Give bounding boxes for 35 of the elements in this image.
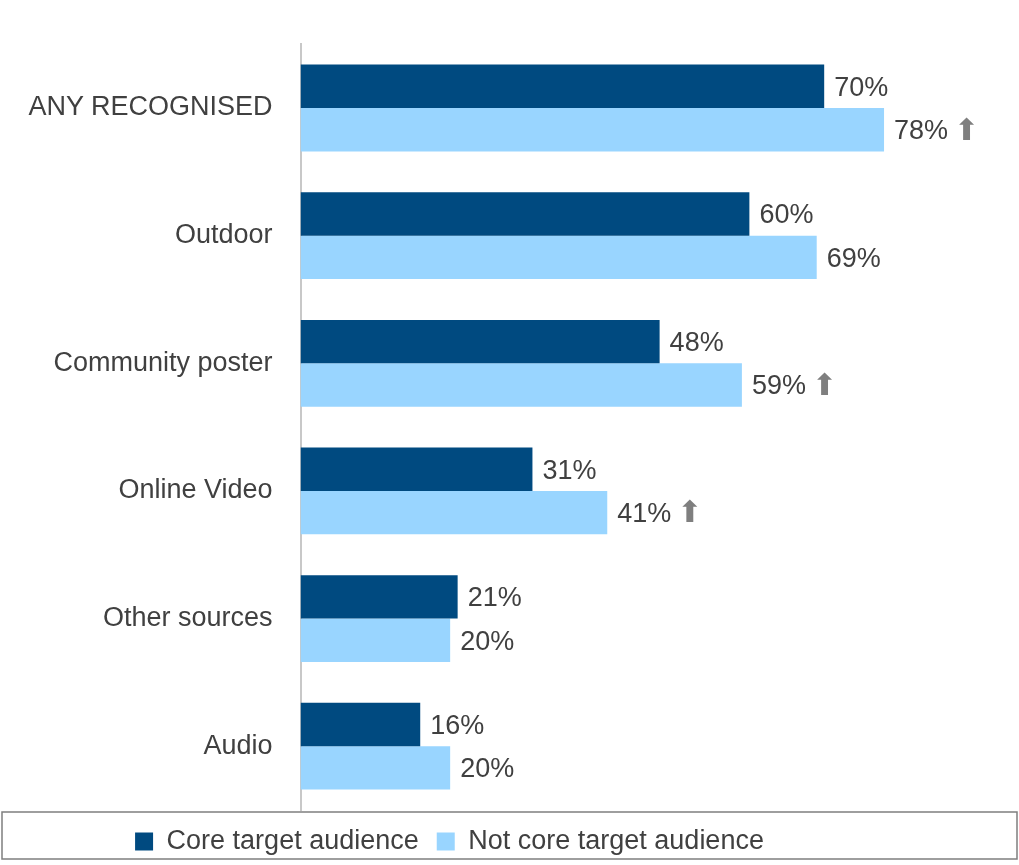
- annotation: ⬆: [811, 366, 838, 402]
- data-label: 60%: [759, 199, 814, 230]
- bar: [300, 746, 451, 790]
- y-tick-label: Audio: [203, 729, 273, 760]
- y-tick-label: Online Video: [118, 474, 273, 505]
- data-label: 59%: [751, 370, 806, 401]
- bar: [300, 192, 750, 236]
- bar: [300, 319, 660, 364]
- y-tick-label: Community poster: [53, 346, 273, 377]
- data-label: 78%: [894, 115, 949, 146]
- data-label: 20%: [460, 625, 515, 656]
- bar: [300, 575, 458, 619]
- data-label: 69%: [826, 242, 881, 273]
- data-label: 20%: [460, 753, 515, 784]
- bar: [300, 702, 421, 747]
- data-label: 70%: [834, 71, 889, 102]
- bar: [300, 235, 817, 280]
- data-label: 31%: [542, 454, 597, 485]
- annotation: ⬆: [954, 111, 980, 147]
- data-label: 16%: [430, 709, 485, 740]
- y-tick-label: Other sources: [102, 602, 273, 632]
- y-tick-label: ANY RECOGNISED: [28, 91, 273, 122]
- bar: [300, 618, 451, 662]
- bar: [300, 363, 742, 407]
- bar: [300, 64, 825, 109]
- bar: [300, 490, 608, 535]
- data-label: 21%: [467, 582, 522, 613]
- bar: [300, 447, 533, 491]
- data-label: 48%: [669, 327, 724, 358]
- legend-label: Core target audience: [166, 824, 419, 855]
- annotation: ⬆: [677, 494, 703, 530]
- y-tick-label: Outdoor: [174, 219, 273, 250]
- data-label: 41%: [617, 498, 672, 529]
- legend-label: Not core target audience: [468, 824, 764, 855]
- bar: [300, 108, 885, 152]
